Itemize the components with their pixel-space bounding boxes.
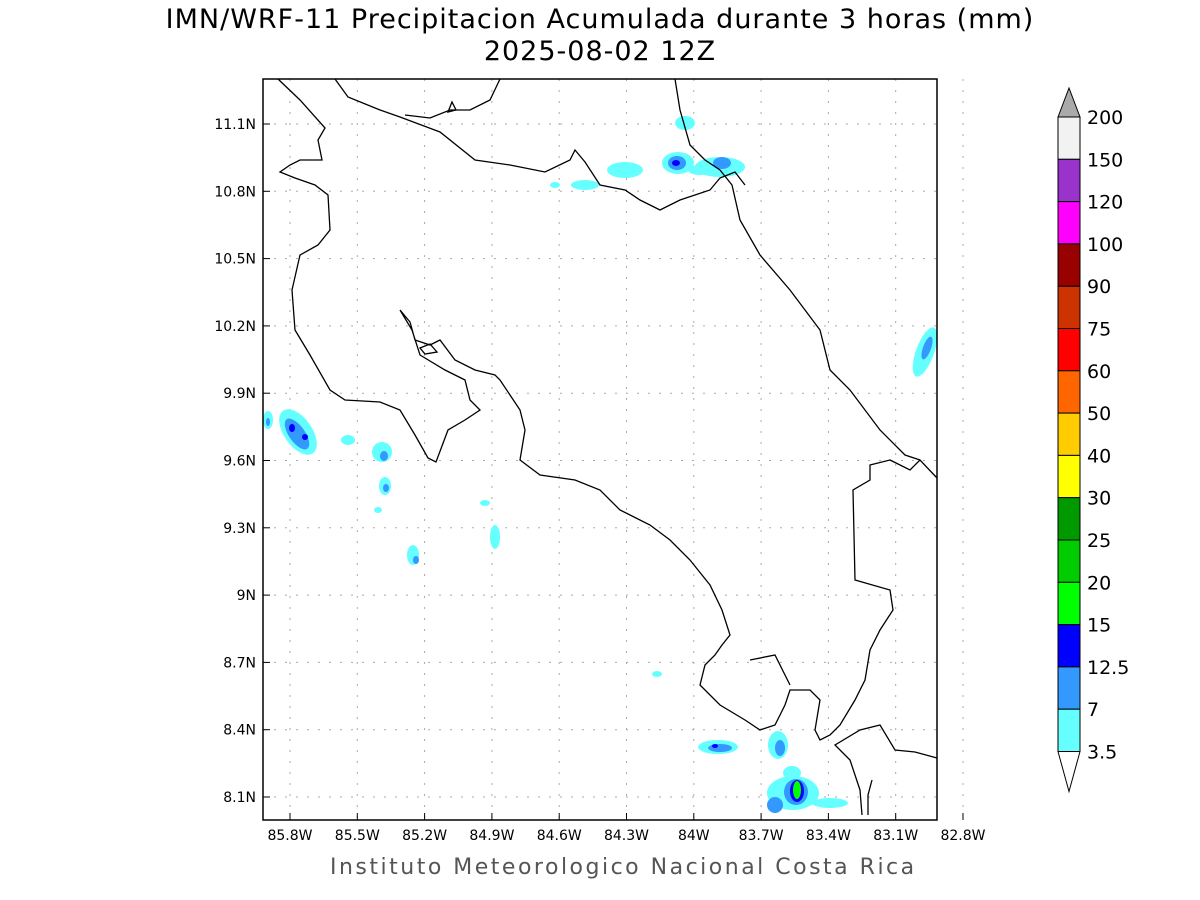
lat-tick-label: 10.5N — [214, 252, 256, 268]
colorbar-label: 100 — [1087, 234, 1123, 256]
lat-tick-label: 10.8N — [214, 184, 256, 200]
lat-tick-label: 8.4N — [223, 723, 256, 739]
colorbar-segment — [1057, 370, 1081, 414]
colorbar-segment — [1057, 497, 1081, 541]
lon-tick-label: 85.8W — [267, 828, 312, 844]
axis-ticks: 11.1N 10.8N 10.5N 10.2N 9.9N 9.6N 9.3N 9N 8.7N 8.… — [214, 117, 985, 844]
colorbar-label: 15 — [1087, 615, 1111, 637]
colorbar-segment — [1057, 158, 1081, 203]
nicaragua-border — [334, 78, 746, 211]
lake-island — [446, 100, 457, 113]
colorbar-label: 25 — [1087, 530, 1111, 552]
colorbar-segment — [1057, 539, 1081, 583]
map-subtitle: 2025-08-02 12Z — [483, 36, 717, 67]
colorbar: 200 150 120 100 90 75 60 50 40 30 25 20 15 12.5 7 3.5 — [1057, 86, 1129, 794]
colorbar-segment — [1057, 581, 1081, 626]
colorbar-label: 150 — [1087, 149, 1123, 171]
map-title: IMN/WRF-11 Precipitacion Acumulada duran… — [165, 4, 1035, 35]
rain-cell-caribbean — [912, 327, 938, 377]
lon-tick-label: 84W — [678, 828, 710, 844]
colorbar-segment — [1057, 116, 1081, 160]
colorbar-segment — [1057, 708, 1081, 753]
colorbar-segment — [1057, 412, 1081, 456]
colorbar-label: 20 — [1087, 572, 1111, 594]
lon-tick-label: 83.1W — [873, 828, 918, 844]
colorbar-segment — [1057, 243, 1081, 287]
lon-tick-label: 82.8W — [940, 828, 985, 844]
lat-tick-label: 9.3N — [223, 521, 256, 537]
precipitation-areas — [263, 116, 938, 813]
colorbar-segment — [1057, 285, 1081, 330]
colorbar-label: 12.5 — [1087, 657, 1129, 679]
colorbar-label: 50 — [1087, 403, 1111, 425]
panama-border — [749, 654, 938, 816]
colorbar-label: 40 — [1087, 445, 1111, 467]
lon-tick-label: 84.6W — [537, 828, 582, 844]
colorbar-label: 30 — [1087, 488, 1111, 510]
colorbar-segment — [1057, 454, 1081, 499]
colorbar-label: 120 — [1087, 192, 1123, 214]
rain-cell-south — [698, 731, 848, 813]
colorbar-label: 7 — [1087, 699, 1099, 721]
nicoya-island — [418, 343, 439, 355]
lat-tick-label: 9.9N — [223, 386, 256, 402]
colorbar-segment — [1057, 624, 1081, 668]
lon-tick-label: 85.5W — [335, 828, 380, 844]
caribbean-coastline — [674, 78, 921, 461]
lat-tick-label: 8.1N — [223, 790, 256, 806]
pacific-coastline — [277, 78, 938, 741]
colorbar-label: 60 — [1087, 361, 1111, 383]
lat-tick-label: 9.6N — [223, 454, 256, 470]
lat-tick-label: 9N — [237, 588, 256, 604]
colorbar-label: 90 — [1087, 276, 1111, 298]
rain-cell-pacific — [263, 409, 662, 677]
lat-tick-label: 8.7N — [223, 655, 256, 671]
colorbar-label: 75 — [1087, 319, 1111, 341]
colorbar-label: 3.5 — [1087, 742, 1117, 764]
colorbar-over-triangle — [1057, 86, 1081, 118]
colorbar-under-triangle — [1057, 751, 1081, 794]
lon-tick-label: 83.4W — [806, 828, 851, 844]
lat-tick-label: 11.1N — [214, 117, 256, 133]
lon-tick-label: 84.9W — [469, 828, 514, 844]
lon-tick-label: 84.3W — [604, 828, 649, 844]
colorbar-segment — [1057, 328, 1081, 372]
colorbar-segment — [1057, 666, 1081, 710]
rain-cell-north — [550, 116, 745, 190]
plot-frame — [262, 78, 938, 821]
northern-coast-bay — [404, 78, 501, 119]
lon-tick-label: 83.7W — [739, 828, 784, 844]
lon-tick-label: 85.2W — [402, 828, 447, 844]
grid-lines — [263, 79, 964, 820]
footer-credit: Instituto Meteorologico Nacional Costa R… — [330, 855, 917, 880]
colorbar-label: 200 — [1087, 107, 1123, 129]
lat-tick-label: 10.2N — [214, 319, 256, 335]
coastlines-borders — [277, 78, 938, 816]
colorbar-segment — [1057, 201, 1081, 245]
